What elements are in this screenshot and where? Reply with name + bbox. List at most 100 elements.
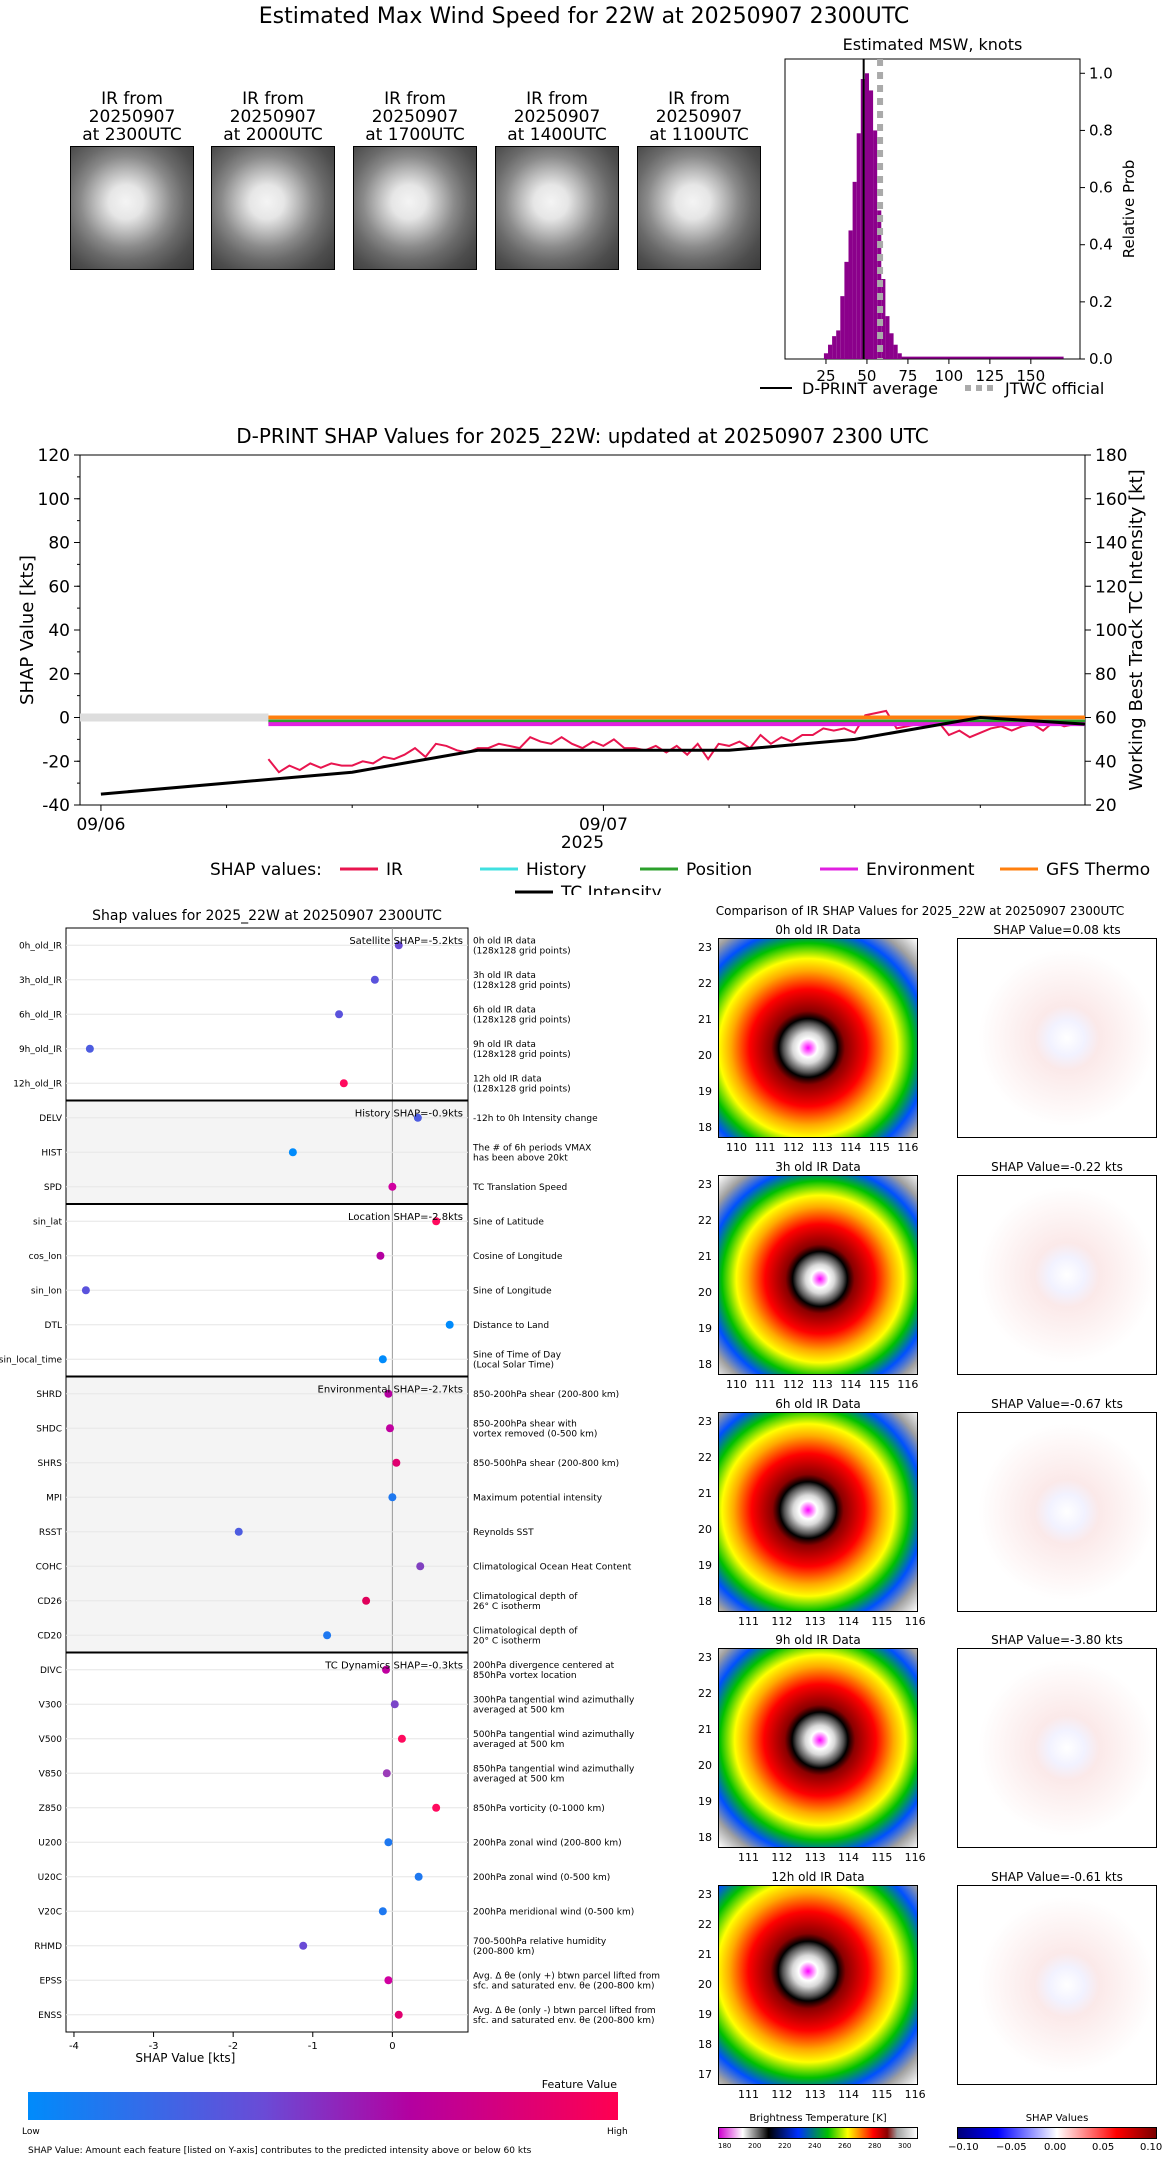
beeswarm-point: [416, 1562, 425, 1571]
ir-map-lat-label: 20: [698, 1286, 712, 1299]
beeswarm-feature-desc: Avg. Δ θe (only +) btwn parcel lifted fr…: [473, 1971, 660, 1981]
ir-map-lon-label: 115: [868, 1141, 890, 1154]
feature-value-colorbar-title: Feature Value: [542, 2078, 618, 2091]
ir-map-lon-label: 113: [811, 1141, 833, 1154]
beeswarm-feature-desc: averaged at 500 km: [473, 1774, 564, 1784]
ir-map-lon-label: 112: [771, 2088, 793, 2101]
beeswarm-title: Shap values for 2025_22W at 20250907 230…: [92, 908, 442, 924]
msw-ylabel: Relative Prob: [1120, 160, 1138, 259]
ir-map-lon-label: 112: [771, 1615, 793, 1628]
msw-plot-frame: [784, 58, 1081, 360]
beeswarm-point: [445, 1320, 454, 1329]
ir-thumbnail-label: IR from 20250907 at 1100UTC: [649, 89, 749, 145]
brightness-colorbar-tick: 260: [838, 2142, 852, 2150]
beeswarm-point: [414, 1872, 423, 1881]
beeswarm-feature-label: sin_lat: [33, 1217, 62, 1227]
beeswarm-point: [397, 1734, 406, 1743]
shap-ytick-label: 20: [48, 665, 70, 685]
feature-value-colorbar: [28, 2092, 618, 2120]
ir-data-map: [718, 1412, 918, 1612]
msw-histogram-bar: [856, 133, 861, 359]
msw-histogram-bar: [840, 296, 845, 359]
beeswarm-feature-desc: Climatological Ocean Heat Content: [473, 1562, 632, 1572]
brightness-colorbar: [718, 2127, 918, 2139]
series-line-tc-intensity: [100, 715, 1086, 796]
ir-map-lon-label: 114: [840, 1378, 862, 1391]
main-title: Estimated Max Wind Speed for 22W at 2025…: [258, 4, 910, 29]
beeswarm-point: [413, 1113, 422, 1122]
beeswarm-point: [388, 1182, 397, 1191]
shap-legend-label: Environment: [866, 860, 975, 880]
shap-ylabel-right: Working Best Track TC Intensity [kt]: [1126, 469, 1147, 790]
brightness-colorbar-tick: 220: [778, 2142, 792, 2150]
ir-map-lat-label: 18: [698, 1121, 712, 1134]
beeswarm-point: [388, 1493, 397, 1502]
beeswarm-feature-desc: Distance to Land: [473, 1321, 549, 1331]
shap-beeswarm-chart: Shap values for 2025_22W at 20250907 230…: [0, 908, 660, 2156]
intensity-ytick-label: 20: [1095, 796, 1117, 816]
ir-data-map: [718, 1885, 918, 2085]
ir-map-lon-label: 114: [838, 2088, 859, 2101]
msw-histogram-bar: [868, 90, 874, 359]
ir-thumbnail-label: IR from 20250907 at 2000UTC: [223, 89, 323, 145]
shap-ylabel-left: SHAP Value [kts]: [17, 555, 38, 705]
beeswarm-feature-label: V500: [39, 1735, 63, 1745]
intensity-ytick-label: 160: [1095, 490, 1127, 510]
beeswarm-point: [382, 1665, 391, 1674]
ir-thumbnail-image: [70, 146, 194, 270]
beeswarm-feature-desc: 200hPa meridional wind (0-500 km): [473, 1907, 634, 1917]
series-line-ir: [267, 709, 1086, 774]
msw-histogram-bar: [893, 344, 898, 359]
msw-histogram-bar: [873, 130, 878, 359]
ir-map-lon-label: 113: [804, 1615, 826, 1628]
beeswarm-feature-desc: 26° C isotherm: [473, 1602, 541, 1612]
beeswarm-feature-desc: Cosine of Longitude: [473, 1252, 563, 1262]
ir-map-lat-label: 23: [698, 1178, 712, 1191]
beeswarm-feature-desc: Maximum potential intensity: [473, 1493, 603, 1503]
beeswarm-point: [362, 1596, 371, 1605]
beeswarm-feature-desc: 850-200hPa shear with: [473, 1419, 577, 1429]
beeswarm-feature-label: 9h_old_IR: [19, 1045, 62, 1055]
msw-legend-jtwc: JTWC official: [1004, 379, 1104, 398]
beeswarm-feature-label: U200: [38, 1838, 62, 1848]
ir-map-lat-label: 22: [698, 1451, 712, 1464]
beeswarm-feature-label: SHRD: [36, 1390, 62, 1400]
msw-histogram-bar: [897, 353, 902, 359]
beeswarm-feature-label: CD26: [37, 1597, 62, 1607]
intensity-ytick-label: 80: [1095, 665, 1117, 685]
beeswarm-feature-desc: has been above 20kt: [473, 1153, 568, 1163]
beeswarm-point: [384, 1976, 393, 1985]
beeswarm-feature-label: DIVC: [40, 1666, 62, 1676]
shap-value-map: [957, 938, 1157, 1138]
shap-ytick-label: -20: [42, 752, 70, 772]
beeswarm-feature-desc: averaged at 500 km: [473, 1740, 564, 1750]
ir-map-lat-label: 21: [698, 1948, 712, 1961]
intensity-ytick-label: 140: [1095, 534, 1127, 554]
ir-map-lat-label: 20: [698, 1978, 712, 1991]
beeswarm-point: [394, 2010, 403, 2019]
ir-map-lon-label: 116: [904, 1851, 926, 1864]
ir-map-lon-label: 114: [838, 1851, 859, 1864]
ir-map-lat-label: 23: [698, 1415, 712, 1428]
beeswarm-feature-desc: (128x128 grid points): [473, 946, 571, 956]
beeswarm-point: [378, 1907, 387, 1916]
ir-map-lon-label: 111: [738, 1615, 759, 1628]
ir-thumbnail-label: IR from 20250907 at 2300UTC: [82, 89, 182, 145]
beeswarm-feature-desc: (128x128 grid points): [473, 1050, 571, 1060]
brightness-colorbar-tick: 280: [868, 2142, 882, 2150]
beeswarm-feature-desc: 6h old IR data: [473, 1005, 536, 1015]
beeswarm-point: [385, 1424, 394, 1433]
beeswarm-feature-desc: Climatological depth of: [473, 1626, 578, 1636]
msw-histogram-bar: [885, 316, 890, 359]
shap-legend-title: SHAP values:: [210, 860, 322, 880]
beeswarm-feature-label: MPI: [46, 1493, 62, 1503]
beeswarm-feature-desc: sfc. and saturated env. θe (200-800 km): [473, 1981, 655, 1991]
beeswarm-feature-desc: 850-500hPa shear (200-800 km): [473, 1459, 619, 1469]
beeswarm-feature-label: V850: [39, 1769, 63, 1779]
beeswarm-feature-desc: (200-800 km): [473, 1947, 534, 1957]
ir-map-lon-label: 110: [726, 1378, 747, 1391]
beeswarm-feature-desc: (Local Solar Time): [473, 1360, 554, 1370]
beeswarm-feature-label: Z850: [39, 1804, 63, 1814]
beeswarm-feature-label: ENSS: [38, 2011, 62, 2021]
ir-map-lat-label: 21: [698, 1723, 712, 1736]
